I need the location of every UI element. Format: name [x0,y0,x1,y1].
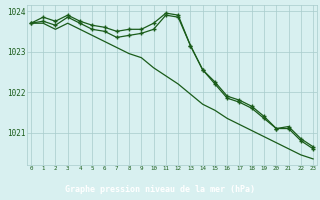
Text: Graphe pression niveau de la mer (hPa): Graphe pression niveau de la mer (hPa) [65,185,255,194]
